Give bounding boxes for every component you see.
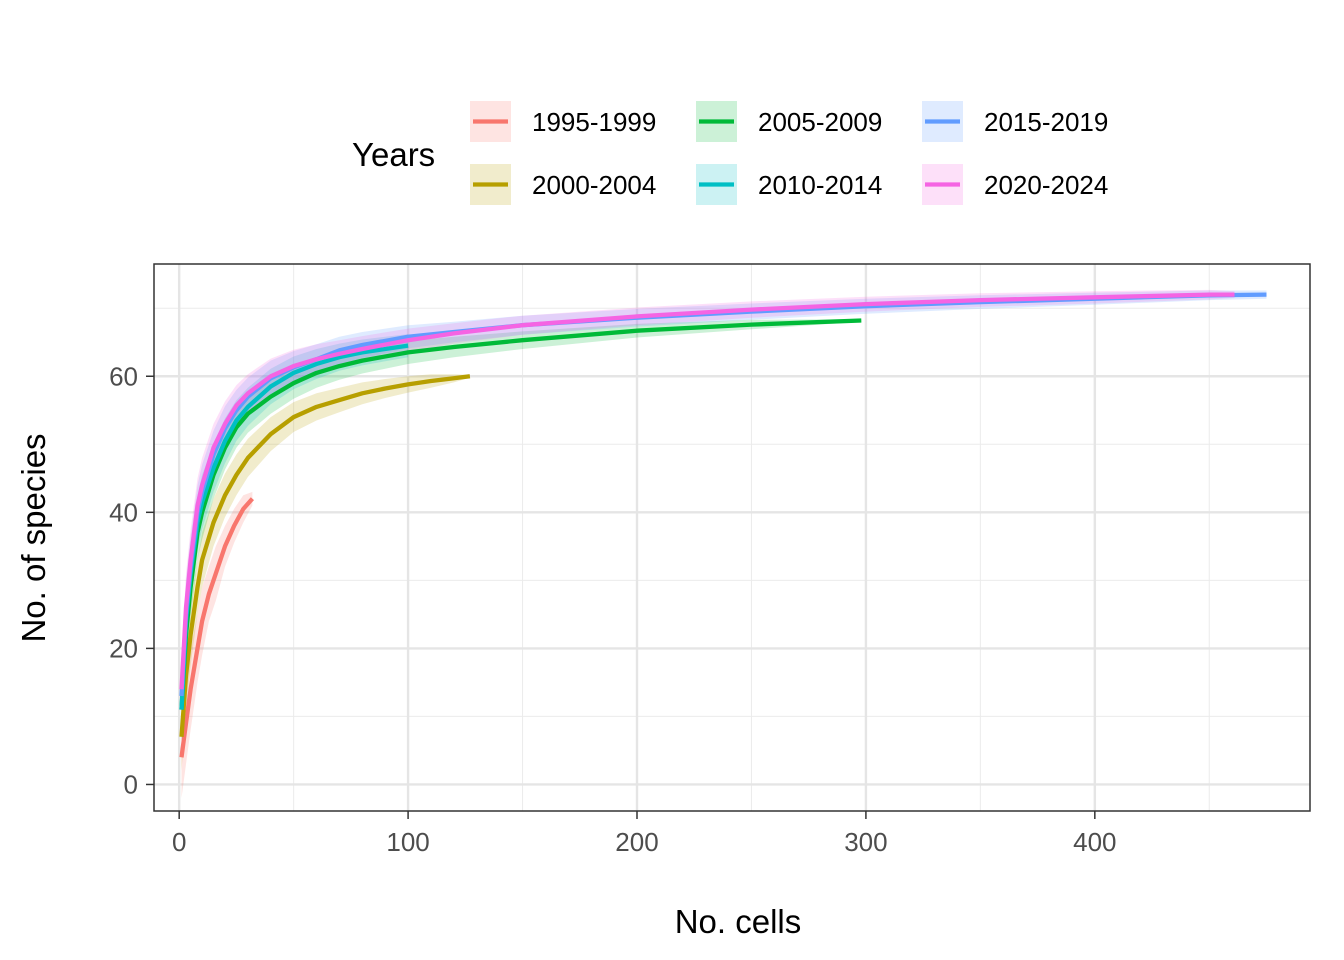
legend-label: 2005-2009 bbox=[758, 107, 882, 137]
legend-item-2010-2014: 2010-2014 bbox=[696, 164, 882, 205]
legend-item-1995-1999: 1995-1999 bbox=[470, 101, 656, 142]
y-tick-label: 40 bbox=[109, 497, 138, 527]
band-2010-2014 bbox=[181, 334, 409, 744]
major-gridlines bbox=[154, 264, 1310, 811]
legend-item-2015-2019: 2015-2019 bbox=[922, 101, 1108, 142]
x-tick-label: 300 bbox=[844, 827, 887, 857]
confidence-bands bbox=[181, 289, 1267, 799]
series-line-2000-2004 bbox=[179, 374, 471, 737]
y-tick-label: 60 bbox=[109, 361, 138, 391]
x-axis: 0 100 200 300 400 bbox=[172, 811, 1117, 857]
legend-label: 2000-2004 bbox=[532, 170, 656, 200]
series-line-1995-1999 bbox=[179, 497, 255, 758]
x-tick-label: 0 bbox=[172, 827, 186, 857]
plot-border bbox=[153, 263, 1311, 812]
band-1995-1999 bbox=[181, 491, 253, 799]
x-tick-label: 100 bbox=[386, 827, 429, 857]
series-lines bbox=[179, 292, 1267, 758]
legend: Years 1995-1999 2000-2004 2005-2009 2010-20… bbox=[352, 101, 1108, 205]
minor-gridlines bbox=[154, 264, 1310, 811]
legend-item-2000-2004: 2000-2004 bbox=[470, 164, 656, 205]
y-tick-label: 0 bbox=[124, 769, 138, 799]
y-tick-label: 20 bbox=[109, 633, 138, 663]
x-tick-label: 200 bbox=[615, 827, 658, 857]
series-line-2020-2024 bbox=[179, 292, 1235, 690]
legend-item-2005-2009: 2005-2009 bbox=[696, 101, 882, 142]
legend-item-2020-2024: 2020-2024 bbox=[922, 164, 1108, 205]
x-axis-label: No. cells bbox=[675, 903, 802, 940]
legend-label: 2020-2024 bbox=[984, 170, 1108, 200]
legend-label: 1995-1999 bbox=[532, 107, 656, 137]
x-tick-label: 400 bbox=[1073, 827, 1116, 857]
legend-title: Years bbox=[352, 136, 435, 173]
y-axis: 0 20 40 60 bbox=[109, 361, 154, 799]
legend-label: 2010-2014 bbox=[758, 170, 882, 200]
legend-label: 2015-2019 bbox=[984, 107, 1108, 137]
y-axis-label: No. of species bbox=[15, 433, 52, 642]
